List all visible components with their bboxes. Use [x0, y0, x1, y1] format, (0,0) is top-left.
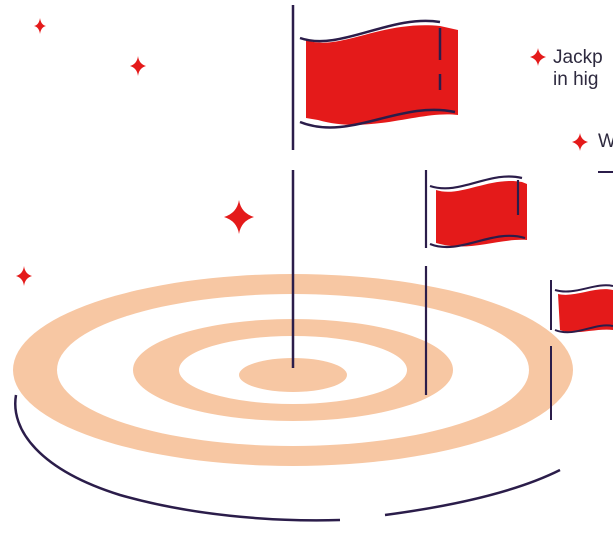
bullet-1-line-1: Jackp — [553, 47, 603, 68]
bullet-1-line-2: in hig — [553, 69, 599, 90]
sparkle-icon — [224, 200, 254, 234]
bullet-star-icon — [572, 133, 588, 151]
bullet-star-icon — [530, 48, 546, 66]
sparkle-icon — [34, 18, 46, 34]
target-icon — [13, 274, 573, 522]
sparkle-icon — [16, 266, 32, 286]
sparkle-icon — [130, 56, 146, 76]
flag-icon — [550, 280, 613, 420]
flag-icon — [424, 170, 527, 395]
flag-icon — [291, 5, 458, 368]
bullet-2-line-1: W — [598, 131, 613, 152]
